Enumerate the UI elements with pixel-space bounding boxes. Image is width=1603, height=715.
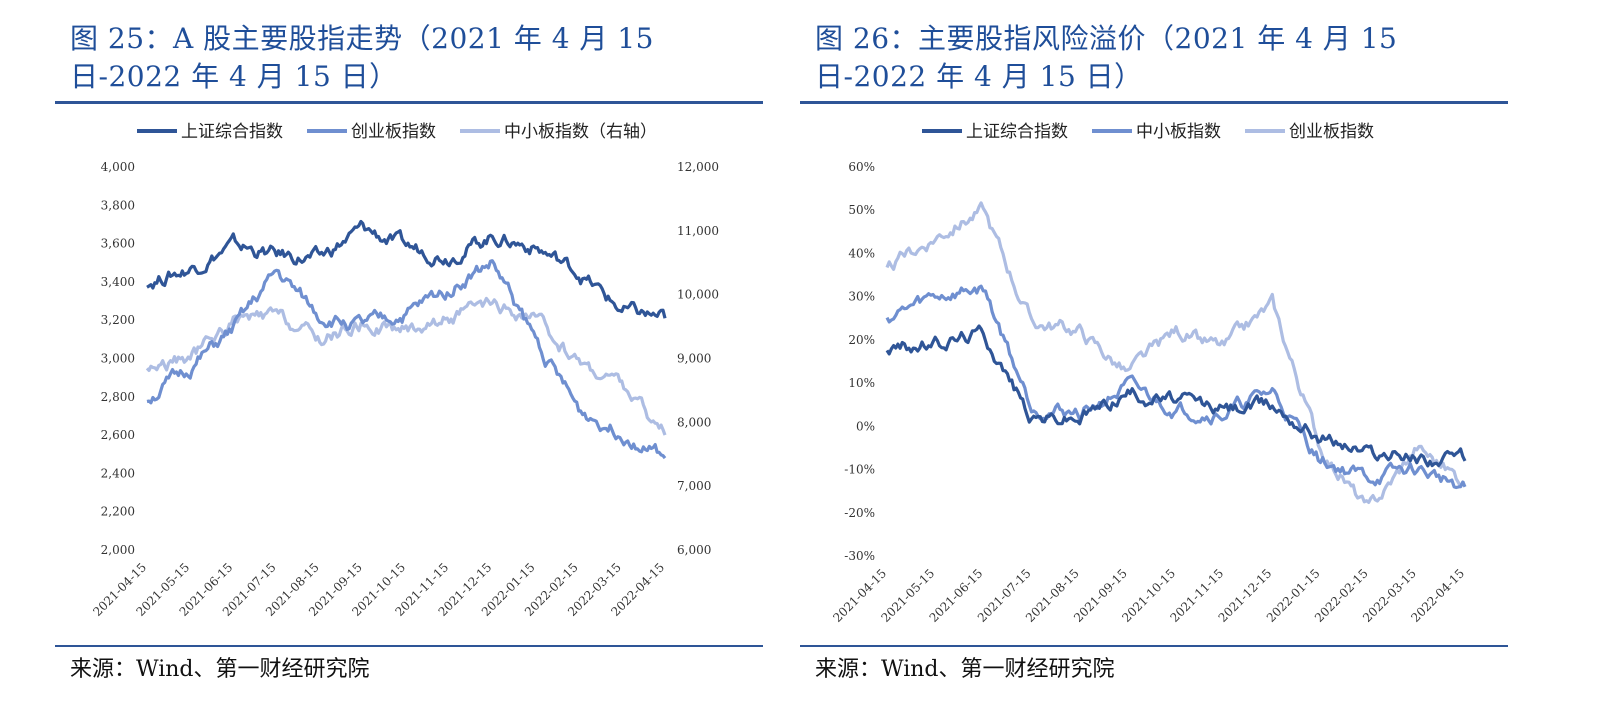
legend-item-3: 创业板指数 xyxy=(1245,122,1374,142)
chart-left: 上证综合指数 创业板指数 中小板指数（右轴） 2,000 2,200 2,400 2,600… xyxy=(90,122,719,619)
y2-tick-label-5: 10,000 xyxy=(677,288,719,302)
legend-item-1: 上证综合指数 xyxy=(922,122,1068,142)
legend-item-1: 上证综合指数 xyxy=(137,122,283,142)
y-tick-label-9: 3,600 xyxy=(101,237,135,251)
y-tick-label-3: -10% xyxy=(844,463,875,477)
y2-tick-label-4: 9,000 xyxy=(677,352,711,366)
y2-tick-label-2: 7,000 xyxy=(677,479,711,493)
chart-title-left: 图 25：A 股主要股指走势（2021 年 4 月 15 日-2022 年 4 … xyxy=(70,22,654,93)
left-panel: 图 25：A 股主要股指走势（2021 年 4 月 15 日-2022 年 4 … xyxy=(55,0,763,715)
y-tick-label-7: 30% xyxy=(848,290,875,304)
y-tick-label-2: 2,200 xyxy=(101,505,135,519)
y-tick-label-3: 2,400 xyxy=(101,466,135,480)
title-rule-right xyxy=(800,101,1508,104)
title-rule-left xyxy=(55,101,763,104)
source-note-left: 来源：Wind、第一财经研究院 xyxy=(70,657,370,682)
y-tick-label-11: 4,000 xyxy=(101,160,135,174)
y-tick-label-9: 50% xyxy=(848,203,875,217)
y-tick-label-5: 10% xyxy=(848,376,875,390)
y-tick-label-1: 2,000 xyxy=(101,543,135,557)
source-rule-left xyxy=(55,645,763,647)
y-tick-label-4: 2,600 xyxy=(101,428,135,442)
y-tick-label-8: 3,400 xyxy=(101,275,135,289)
y-tick-label-1: -30% xyxy=(844,549,875,563)
y2-tick-label-1: 6,000 xyxy=(677,543,711,557)
series-line-2 xyxy=(885,284,1467,490)
y-tick-label-5: 2,800 xyxy=(101,390,135,404)
series-line-3 xyxy=(885,201,1466,504)
legend-label-2: 中小板指数 xyxy=(1136,122,1221,142)
right-panel: 图 26：主要股指风险溢价（2021 年 4 月 15 日-2022 年 4 月… xyxy=(800,0,1508,715)
legend-label-1: 上证综合指数 xyxy=(966,122,1068,142)
legend-item-2: 中小板指数 xyxy=(1092,122,1221,142)
series-line-1 xyxy=(146,219,667,319)
legend-label-2: 创业板指数 xyxy=(351,122,436,142)
chart-right: 上证综合指数 中小板指数 创业板指数 -30% -20% -10% 0% 10% 20% 30% 4… xyxy=(830,122,1467,625)
y-tick-label-4: 0% xyxy=(856,419,875,433)
legend: 上证综合指数 中小板指数 创业板指数 xyxy=(922,122,1374,142)
series-line-3 xyxy=(145,296,667,436)
legend-item-2: 创业板指数 xyxy=(307,122,436,142)
series-line-1 xyxy=(885,324,1467,468)
y-tick-label-6: 20% xyxy=(848,333,875,347)
y-tick-label-7: 3,200 xyxy=(101,313,135,327)
legend-label-3: 中小板指数（右轴） xyxy=(504,122,657,142)
series-line-2 xyxy=(146,259,667,460)
y2-tick-label-7: 12,000 xyxy=(677,160,719,174)
legend-item-3: 中小板指数（右轴） xyxy=(460,122,657,142)
y-tick-label-6: 3,000 xyxy=(101,352,135,366)
y-tick-label-10: 60% xyxy=(848,160,875,174)
legend-label-1: 上证综合指数 xyxy=(181,122,283,142)
y-tick-label-8: 40% xyxy=(848,246,875,260)
chart-title-right: 图 26：主要股指风险溢价（2021 年 4 月 15 日-2022 年 4 月… xyxy=(815,22,1398,93)
y2-tick-label-6: 11,000 xyxy=(677,224,719,238)
legend-label-3: 创业板指数 xyxy=(1289,122,1374,142)
source-rule-right xyxy=(800,645,1508,647)
y2-tick-label-3: 8,000 xyxy=(677,415,711,429)
source-note-right: 来源：Wind、第一财经研究院 xyxy=(815,657,1115,682)
legend: 上证综合指数 创业板指数 中小板指数（右轴） xyxy=(137,122,657,142)
y-tick-label-10: 3,800 xyxy=(101,198,135,212)
y-tick-label-2: -20% xyxy=(844,506,875,520)
